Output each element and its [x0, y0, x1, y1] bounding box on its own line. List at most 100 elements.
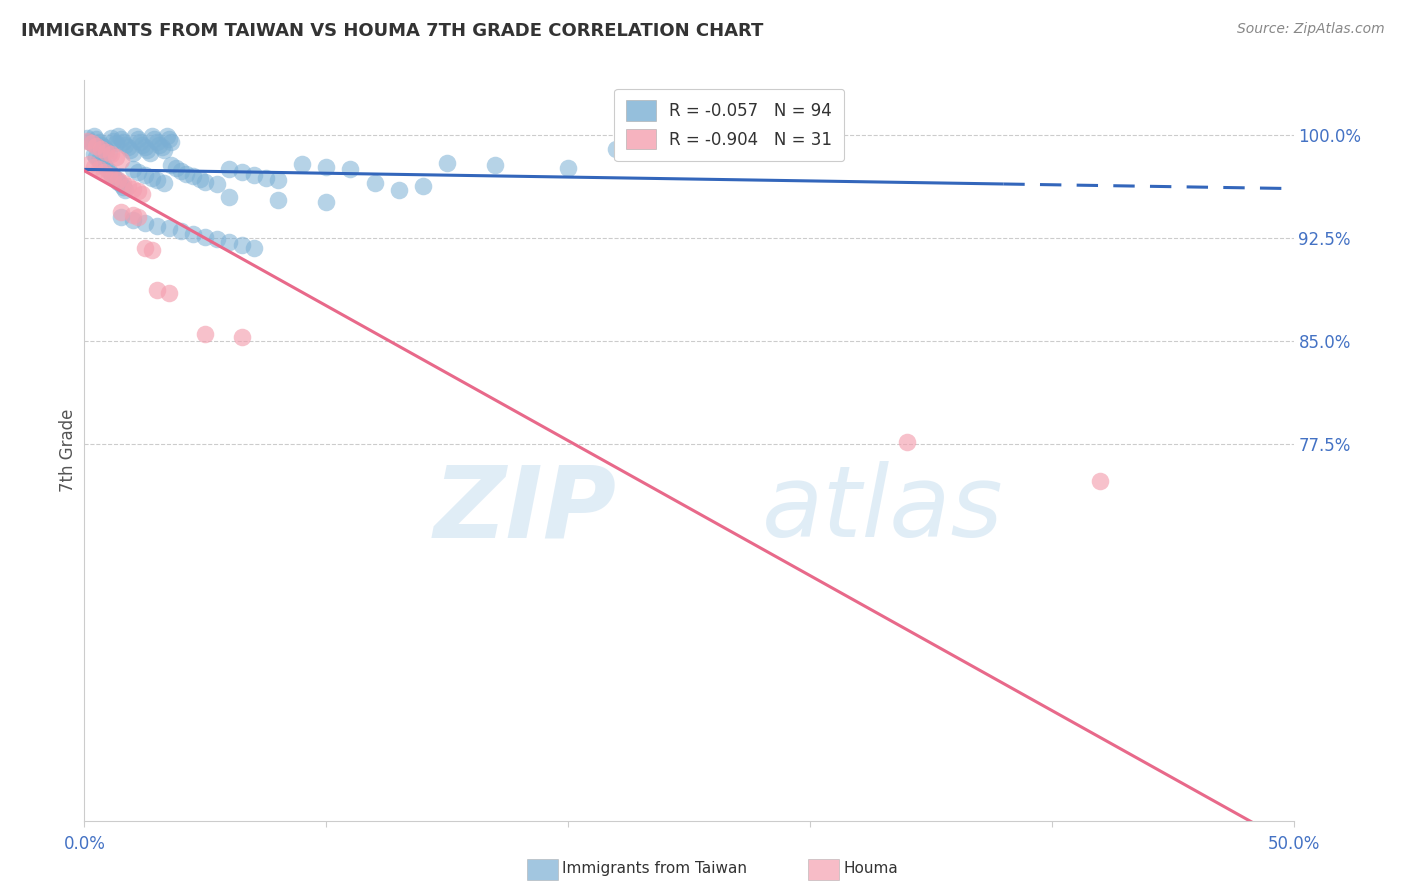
Point [146, 173, 169, 187]
Point [121, 213, 143, 227]
Point [678, 145, 700, 159]
Point [127, 132, 149, 146]
Point [112, 135, 135, 149]
Point [100, 147, 122, 161]
Point [112, 180, 135, 194]
Point [181, 227, 204, 241]
Point [117, 178, 139, 193]
Point [100, 131, 122, 145]
Point [80, 136, 103, 151]
Point [134, 140, 156, 154]
Point [93, 158, 115, 172]
Point [90, 137, 112, 152]
Point [231, 165, 253, 179]
Point [155, 129, 177, 144]
Point [112, 176, 135, 190]
Point [121, 208, 143, 222]
Point [242, 241, 264, 255]
Point [267, 193, 290, 207]
Point [157, 285, 180, 300]
Point [218, 162, 240, 177]
Point [114, 137, 136, 152]
Point [107, 175, 129, 189]
Point [160, 158, 183, 172]
Point [412, 178, 434, 193]
Point [339, 162, 361, 177]
Point [157, 221, 180, 235]
Point [153, 143, 176, 157]
Point [103, 170, 125, 185]
Text: Source: ZipAtlas.com: Source: ZipAtlas.com [1237, 22, 1385, 37]
Point [254, 170, 277, 185]
Point [120, 143, 142, 157]
Point [103, 134, 125, 148]
Point [218, 190, 240, 204]
Point [146, 283, 169, 297]
Point [100, 167, 122, 181]
Point [110, 211, 132, 225]
Text: ZIP: ZIP [433, 461, 616, 558]
Point [97, 163, 120, 178]
Point [160, 135, 183, 149]
Point [121, 145, 143, 160]
Point [124, 129, 146, 144]
Point [218, 235, 240, 249]
Point [194, 229, 217, 244]
Point [103, 169, 125, 184]
Point [107, 129, 129, 144]
Point [315, 195, 337, 210]
Point [605, 142, 627, 156]
Point [138, 145, 160, 160]
Point [90, 142, 112, 156]
Point [121, 162, 143, 177]
Point [110, 178, 132, 192]
Point [104, 136, 127, 151]
Point [896, 435, 918, 450]
Point [134, 241, 156, 255]
Point [76, 134, 98, 148]
Point [110, 153, 132, 167]
Point [117, 140, 139, 154]
Point [93, 165, 115, 179]
Point [190, 172, 212, 186]
Point [146, 219, 169, 233]
Point [231, 237, 253, 252]
Point [83, 147, 105, 161]
Point [97, 145, 120, 160]
Point [127, 211, 149, 225]
Point [231, 329, 253, 343]
Point [121, 181, 143, 195]
Point [107, 173, 129, 187]
Point [153, 176, 176, 190]
Point [363, 176, 385, 190]
Point [141, 244, 163, 258]
Point [131, 137, 153, 152]
Point [194, 175, 217, 189]
Point [174, 167, 197, 181]
Text: Houma: Houma [844, 862, 898, 876]
Point [134, 168, 156, 182]
Point [484, 158, 506, 172]
Point [136, 143, 159, 157]
Point [90, 155, 112, 169]
Point [86, 150, 108, 164]
Point [83, 129, 105, 144]
Point [291, 157, 314, 171]
Point [97, 168, 120, 182]
Point [141, 170, 163, 185]
Point [129, 135, 152, 149]
Point [93, 140, 115, 154]
Point [150, 140, 173, 154]
Point [148, 137, 170, 152]
Point [165, 161, 187, 175]
Point [83, 160, 105, 174]
Text: IMMIGRANTS FROM TAIWAN VS HOUMA 7TH GRADE CORRELATION CHART: IMMIGRANTS FROM TAIWAN VS HOUMA 7TH GRAD… [21, 22, 763, 40]
Point [181, 169, 204, 184]
Point [94, 161, 117, 175]
Point [77, 157, 100, 171]
Point [94, 143, 117, 157]
Point [110, 205, 132, 219]
Point [104, 150, 127, 164]
Point [194, 326, 217, 341]
Point [388, 183, 411, 197]
